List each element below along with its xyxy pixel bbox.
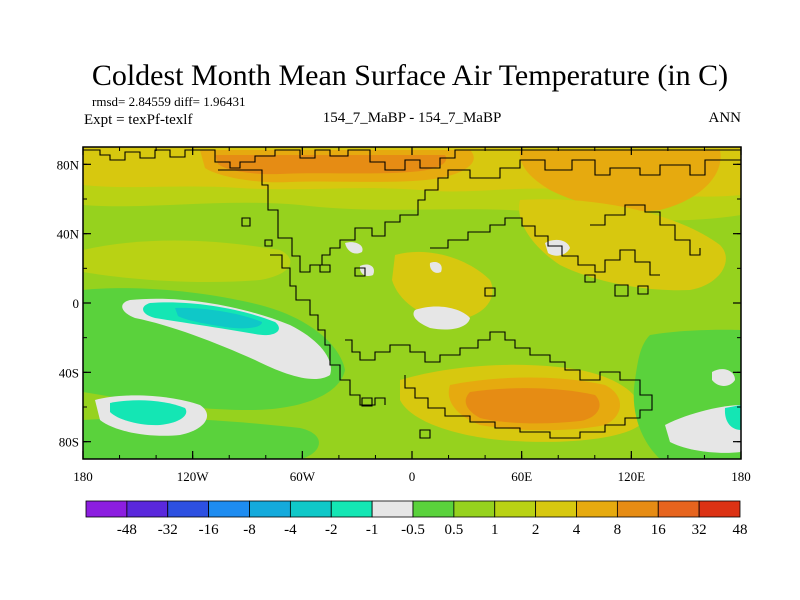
chart-title: Coldest Month Mean Surface Air Temperatu… — [92, 59, 728, 92]
colorbar-swatch — [494, 500, 537, 518]
coastline-island-d — [484, 287, 496, 297]
coastline-gondwana — [345, 331, 653, 439]
colorbar-label: 1 — [491, 522, 499, 538]
y-tick-label: 0 — [73, 296, 80, 311]
colorbar-label: -8 — [243, 522, 256, 538]
coastline-island-e — [614, 284, 629, 297]
colorbar-label: 16 — [651, 522, 667, 538]
field-region-warm-4-africa — [392, 251, 493, 320]
coastline-eastasia — [590, 204, 701, 256]
coastline-island-b — [264, 239, 273, 247]
x-tick-label: 180 — [73, 469, 93, 484]
field-region-cold-minus0.5-indian — [413, 306, 470, 330]
coastline-tethys — [430, 217, 660, 276]
colorbar-swatch — [535, 500, 577, 518]
colorbar-swatch — [208, 500, 250, 518]
colorbar-swatch — [453, 500, 496, 518]
coastline-island-j — [354, 267, 366, 277]
colorbar: -48 -32 -16 -8 -4 -2 -1 -0.5 0.5 1 2 4 8 16 32 48 — [85, 500, 748, 538]
colorbar-label: -4 — [284, 522, 297, 538]
y-tick-label: 80N — [57, 157, 80, 172]
field-region-cold-minus0.5-east — [712, 369, 735, 386]
x-tick-label: 60E — [511, 469, 532, 484]
colorbar-label: -32 — [158, 522, 178, 538]
coastline-north — [83, 149, 741, 171]
field-region-warm-16-north — [215, 155, 447, 175]
colorbar-label: 4 — [573, 522, 581, 538]
field-region-warm-2-pacific — [83, 240, 291, 283]
field-region-warm-4-pacific — [519, 199, 726, 291]
y-axis: 80N 40N 0 40S 80S — [57, 157, 741, 450]
field-region-cold-minus0.5-southeast — [665, 405, 741, 453]
center-label: 154_7_MaBP - 154_7_MaBP — [323, 110, 502, 126]
x-tick-label: 120W — [177, 469, 210, 484]
colorbar-swatch — [698, 500, 741, 518]
coastline-island-i — [419, 429, 431, 439]
colorbar-swatch — [85, 500, 128, 518]
colorbar-label: -2 — [325, 522, 338, 538]
colorbar-label: 2 — [532, 522, 540, 538]
field-region-cold-minus0.5-islandB — [429, 262, 442, 273]
colorbar-label: -1 — [366, 522, 379, 538]
colorbar-swatch — [576, 500, 618, 518]
field-region-cold-minus0.5-midatl — [345, 242, 363, 254]
colorbar-label: -48 — [117, 522, 137, 538]
colorbar-swatch — [289, 500, 332, 518]
field-region-cold-minus1-southeast — [724, 405, 741, 430]
x-tick-label: 0 — [409, 469, 416, 484]
y-tick-label: 40S — [59, 365, 79, 380]
colorbar-swatch — [126, 500, 169, 518]
colorbar-label: -0.5 — [401, 522, 425, 538]
colorbar-label: 0.5 — [445, 522, 464, 538]
y-tick-label: 40N — [57, 227, 80, 242]
field-region-warm-16-south — [465, 388, 600, 424]
coastline-island-a — [241, 217, 251, 227]
x-tick-label: 60W — [290, 469, 316, 484]
colorbar-label: 48 — [733, 522, 748, 538]
colorbar-swatch — [412, 500, 455, 518]
stats-line: rmsd= 2.84559 diff= 1.96431 — [92, 94, 245, 109]
colorbar-swatch — [657, 500, 700, 518]
field-region-cold-minus1-southwest — [110, 400, 187, 426]
right-label: ANN — [709, 110, 742, 126]
coastline-island-c — [319, 264, 331, 273]
coastline-laurasia — [218, 159, 741, 273]
field-region-cold-minus0.5-islandA — [359, 264, 374, 276]
coastline-centralwest — [270, 254, 386, 406]
coastline-island-f — [637, 285, 649, 295]
y-tick-label: 80S — [59, 435, 79, 450]
colorbar-label: 32 — [692, 522, 707, 538]
x-tick-label: 180 — [731, 469, 751, 484]
colorbar-swatch — [371, 500, 414, 518]
colorbar-swatch — [167, 500, 210, 518]
field-region-cold-minus2-pacific — [175, 307, 262, 329]
colorbar-swatch — [249, 500, 291, 518]
colorbar-label: -16 — [199, 522, 219, 538]
colorbar-label: 8 — [614, 522, 622, 538]
coastline-island-g — [584, 274, 596, 283]
colorbar-swatch — [616, 500, 659, 518]
coastline-island-h — [361, 397, 373, 407]
expt-line: Expt = texPf-texlf — [84, 112, 192, 128]
x-axis: 180 120W 60W 0 60E 120E 180 — [73, 147, 751, 484]
colorbar-swatch — [330, 500, 373, 518]
x-tick-label: 120E — [618, 469, 646, 484]
field-region-cold-minus0.5-asia — [545, 239, 570, 256]
